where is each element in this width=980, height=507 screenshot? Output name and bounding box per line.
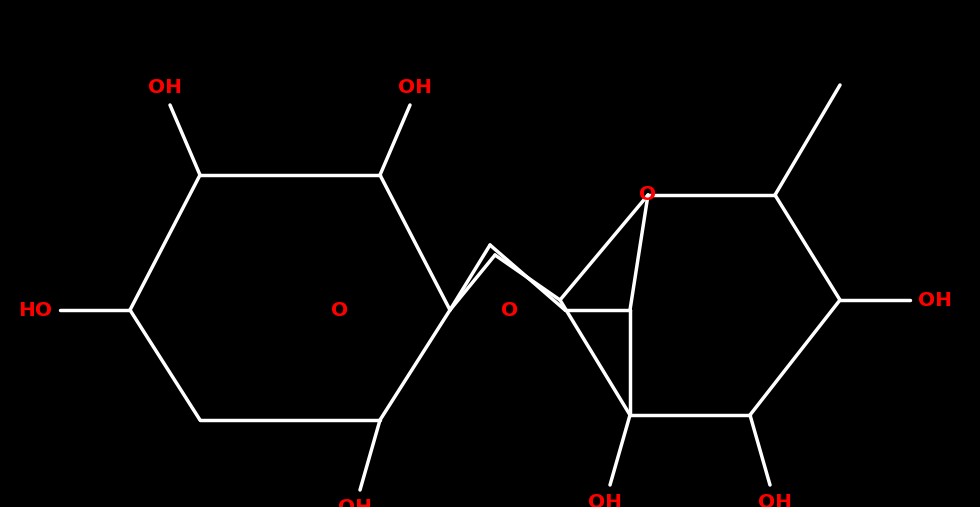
Text: OH: OH [338, 498, 372, 507]
Text: OH: OH [758, 493, 792, 507]
Text: OH: OH [918, 291, 952, 309]
Text: OH: OH [148, 78, 182, 97]
Text: O: O [502, 301, 518, 319]
Text: OH: OH [398, 78, 432, 97]
Text: OH: OH [588, 493, 622, 507]
Text: O: O [331, 301, 349, 319]
Text: O: O [639, 186, 657, 204]
Text: HO: HO [18, 301, 52, 319]
